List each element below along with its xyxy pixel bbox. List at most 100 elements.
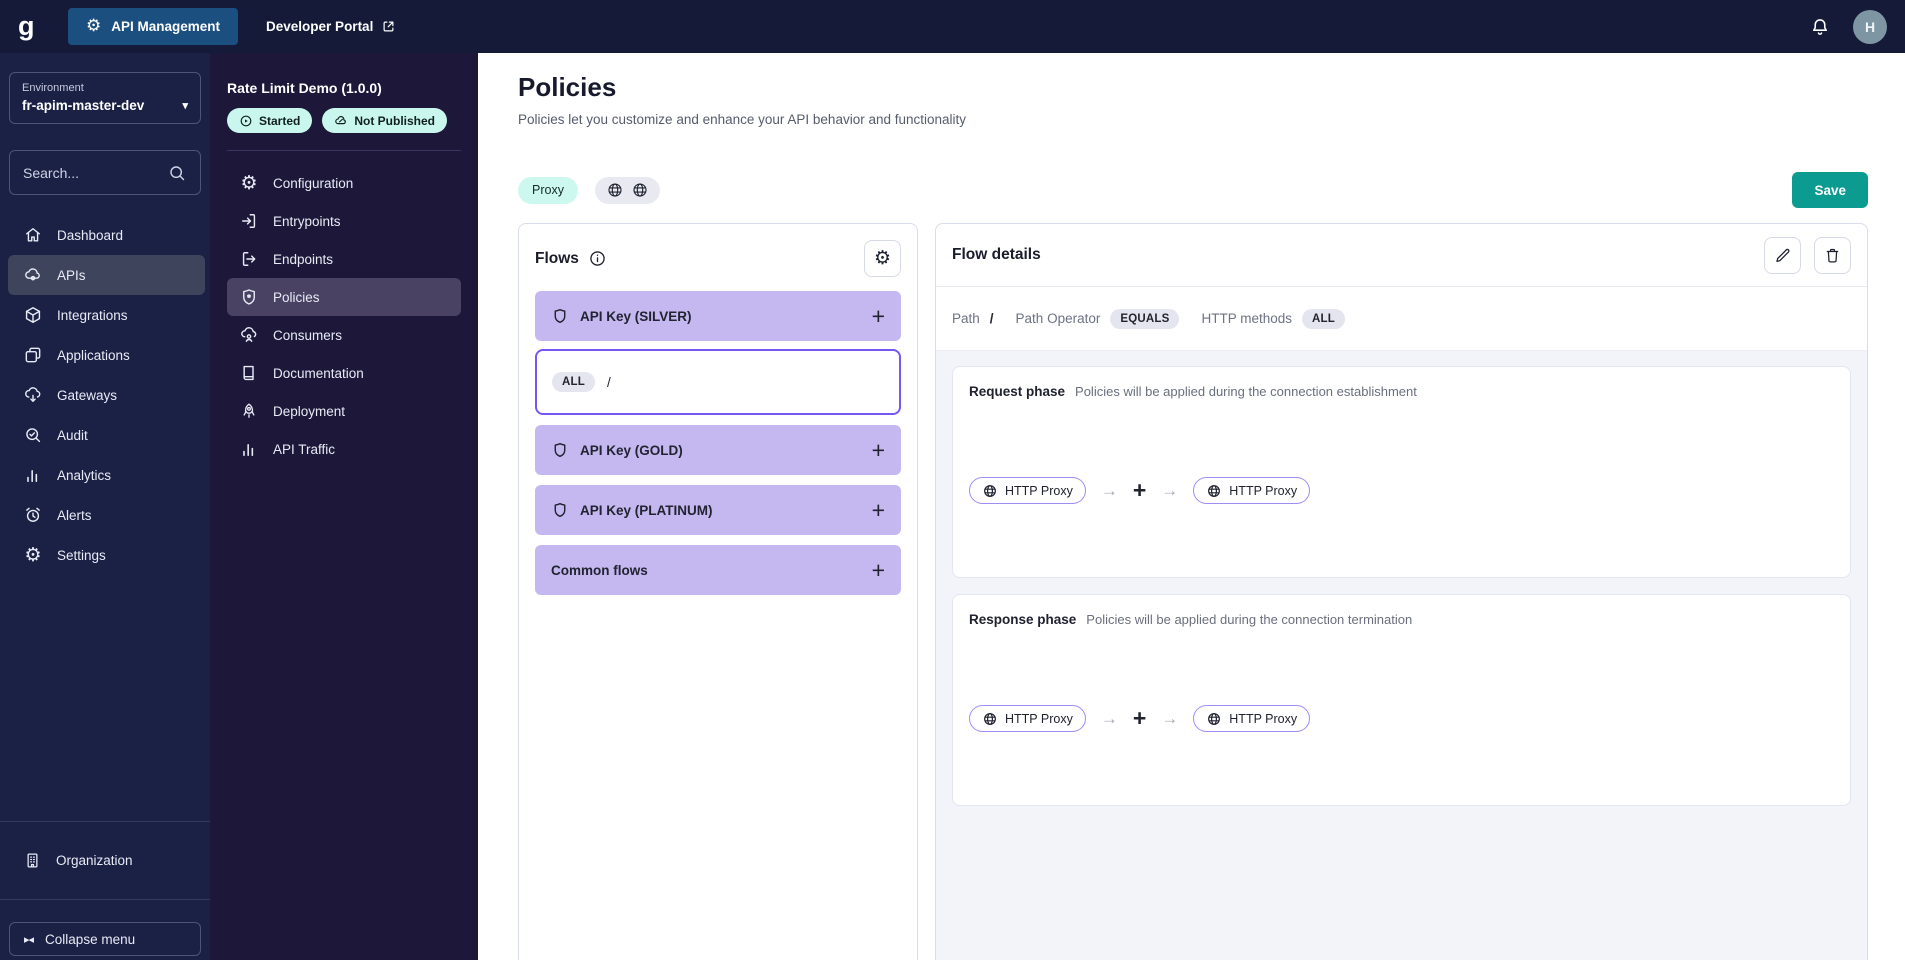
flow-group-api-key-silver[interactable]: API Key (SILVER) + (535, 291, 901, 341)
sidebar-item-alerts[interactable]: Alerts (8, 495, 205, 535)
notifications-bell-icon[interactable] (1809, 16, 1831, 38)
bar-chart-icon (23, 465, 43, 485)
shield-icon (551, 441, 569, 459)
environment-label: Environment (22, 82, 84, 94)
api-management-button[interactable]: ⚙ API Management (68, 8, 239, 45)
globe-icon (631, 181, 649, 199)
api-menu-item-configuration[interactable]: ⚙ Configuration (227, 164, 461, 202)
magnifier-check-icon (23, 425, 43, 445)
gravitee-logo[interactable]: g (18, 11, 35, 41)
external-link-icon (381, 19, 396, 34)
add-policy-button[interactable]: + (1132, 705, 1147, 731)
environment-selector[interactable]: Environment fr-apim-master-dev ▾ (9, 72, 201, 124)
windows-icon (23, 345, 43, 365)
flow-group-api-key-gold[interactable]: API Key (GOLD) + (535, 425, 901, 475)
delete-flow-button[interactable] (1814, 236, 1851, 274)
globe-icon (982, 711, 998, 727)
developer-portal-link[interactable]: Developer Portal (266, 19, 396, 34)
api-menu-item-consumers[interactable]: Consumers (227, 316, 461, 354)
entrypoints-pill[interactable] (594, 176, 660, 204)
api-menu-item-policies[interactable]: Policies (227, 278, 461, 316)
collapse-icon: ▸◂ (24, 933, 34, 946)
sidebar-item-integrations[interactable]: Integrations (8, 295, 205, 335)
sidebar-item-label: Audit (57, 427, 88, 443)
selected-flow-card[interactable]: ALL / (535, 349, 901, 415)
collapse-menu-button[interactable]: ▸◂ Collapse menu (9, 922, 201, 956)
api-menu-item-label: Documentation (273, 365, 364, 381)
info-icon[interactable] (588, 249, 607, 268)
sidebar-item-applications[interactable]: Applications (8, 335, 205, 375)
http-methods-chip: ALL (1302, 308, 1345, 329)
search-input[interactable] (23, 164, 159, 181)
flow-path: / (606, 374, 611, 390)
sidebar-item-label: Settings (57, 547, 106, 563)
api-menu-item-api-traffic[interactable]: API Traffic (227, 430, 461, 468)
policy-http-proxy[interactable]: HTTP Proxy (969, 705, 1086, 732)
flow-group-label: API Key (PLATINUM) (580, 502, 713, 518)
api-menu-item-label: Policies (273, 289, 320, 305)
arrow-right-icon: → (1100, 480, 1118, 500)
main-content: Policies Policies let you customize and … (478, 53, 1905, 960)
add-flow-button[interactable]: + (871, 496, 885, 523)
policy-studio-toolbar: Proxy Save (518, 172, 1868, 208)
organization-label: Organization (56, 853, 133, 868)
flow-details-title: Flow details (952, 246, 1041, 263)
flow-group-common-flows[interactable]: Common flows + (535, 545, 901, 595)
save-button[interactable]: Save (1792, 172, 1868, 208)
shield-icon (239, 287, 259, 307)
gear-icon: ⚙ (24, 543, 42, 566)
arrow-into-bracket-icon (239, 211, 259, 231)
policy-http-proxy[interactable]: HTTP Proxy (1193, 705, 1311, 732)
flows-settings-button[interactable]: ⚙ (864, 240, 901, 277)
sidebar-item-audit[interactable]: Audit (8, 415, 205, 455)
add-policy-button[interactable]: + (1132, 477, 1147, 503)
avatar-initial: H (1864, 18, 1876, 35)
api-menu-item-endpoints[interactable]: Endpoints (227, 240, 461, 278)
sidebar-item-apis[interactable]: APIs (8, 255, 205, 295)
sidebar-item-label: Integrations (57, 307, 128, 323)
api-menu-item-documentation[interactable]: Documentation (227, 354, 461, 392)
http-methods-label: HTTP methods (1201, 311, 1293, 326)
add-flow-button[interactable]: + (871, 556, 885, 583)
sidebar-item-analytics[interactable]: Analytics (8, 455, 205, 495)
arrow-right-icon: → (1161, 708, 1179, 728)
sidebar-item-label: Alerts (57, 507, 92, 523)
proxy-chip-label: Proxy (532, 183, 564, 197)
globe-icon (982, 483, 998, 499)
api-menu-item-label: Entrypoints (273, 213, 341, 229)
policy-label: HTTP Proxy (1005, 711, 1073, 726)
api-menu-item-label: API Traffic (273, 441, 336, 457)
policy-http-proxy[interactable]: HTTP Proxy (969, 477, 1086, 504)
sidebar-item-label: Dashboard (57, 227, 124, 243)
flow-condition-row: Path / Path Operator EQUALS HTTP methods… (936, 287, 1867, 351)
sidebar-item-dashboard[interactable]: Dashboard (8, 215, 205, 255)
arrow-out-of-bracket-icon (239, 249, 259, 269)
sidebar-item-settings[interactable]: ⚙ Settings (8, 535, 205, 575)
api-menu-item-label: Deployment (273, 403, 346, 419)
edit-flow-button[interactable] (1764, 236, 1801, 274)
trash-icon (1823, 246, 1842, 265)
add-flow-button[interactable]: + (871, 302, 885, 329)
api-menu-item-deployment[interactable]: Deployment (227, 392, 461, 430)
sidebar-item-organization[interactable]: Organization (0, 822, 210, 899)
collapse-menu-label: Collapse menu (45, 931, 136, 947)
divider (0, 899, 210, 900)
sidebar-item-label: Gateways (57, 387, 118, 403)
status-badge-started: Started (227, 108, 313, 133)
flow-group-label: API Key (GOLD) (580, 442, 683, 458)
cloud-api-icon (23, 265, 43, 285)
sidebar-item-label: Analytics (57, 467, 112, 483)
cloud-off-icon (334, 114, 348, 128)
proxy-chip: Proxy (518, 176, 578, 204)
api-menu-item-label: Configuration (273, 175, 354, 191)
divider (227, 150, 461, 151)
policy-http-proxy[interactable]: HTTP Proxy (1193, 477, 1311, 504)
user-avatar[interactable]: H (1853, 9, 1887, 44)
api-menu-item-entrypoints[interactable]: Entrypoints (227, 202, 461, 240)
sidebar-item-gateways[interactable]: Gateways (8, 375, 205, 415)
add-flow-button[interactable]: + (871, 436, 885, 463)
cloud-gateway-icon (23, 385, 43, 405)
request-phase-card: Request phase Policies will be applied d… (952, 366, 1851, 578)
flow-group-api-key-platinum[interactable]: API Key (PLATINUM) + (535, 485, 901, 535)
response-phase-description: Policies will be applied during the conn… (1086, 612, 1413, 627)
